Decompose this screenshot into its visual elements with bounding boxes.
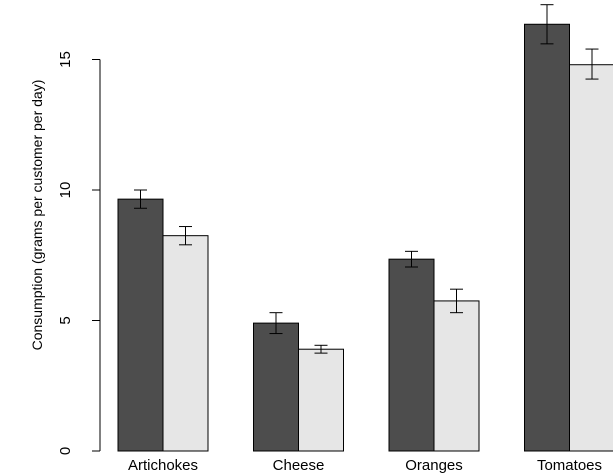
bars xyxy=(117,23,613,452)
bar-tomatoes-s2 xyxy=(569,64,613,452)
error-bars xyxy=(134,4,599,354)
bar-cheese-s2 xyxy=(298,348,344,452)
category-label: Tomatoes xyxy=(537,457,602,474)
y-axis: 0 5 10 15 xyxy=(57,51,101,455)
category-label: Oranges xyxy=(405,457,463,474)
y-tick-label: 5 xyxy=(57,316,74,324)
category-label: Artichokes xyxy=(128,457,198,474)
category-labels: Artichokes Cheese Oranges Tomatoes xyxy=(128,457,602,474)
bar-oranges-s2 xyxy=(433,300,480,452)
bar-artichokes-s1 xyxy=(117,198,164,452)
y-tick-label: 15 xyxy=(57,51,74,68)
bar-cheese-s1 xyxy=(253,322,299,452)
y-tick-label: 10 xyxy=(57,182,74,199)
y-tick-label: 0 xyxy=(57,447,74,455)
bar-artichokes-s2 xyxy=(162,235,209,452)
bar-tomatoes-s1 xyxy=(524,23,570,452)
category-label: Cheese xyxy=(273,457,325,474)
bar-oranges-s1 xyxy=(388,258,435,452)
y-axis-title: Consumption (grams per customer per day) xyxy=(29,80,45,351)
